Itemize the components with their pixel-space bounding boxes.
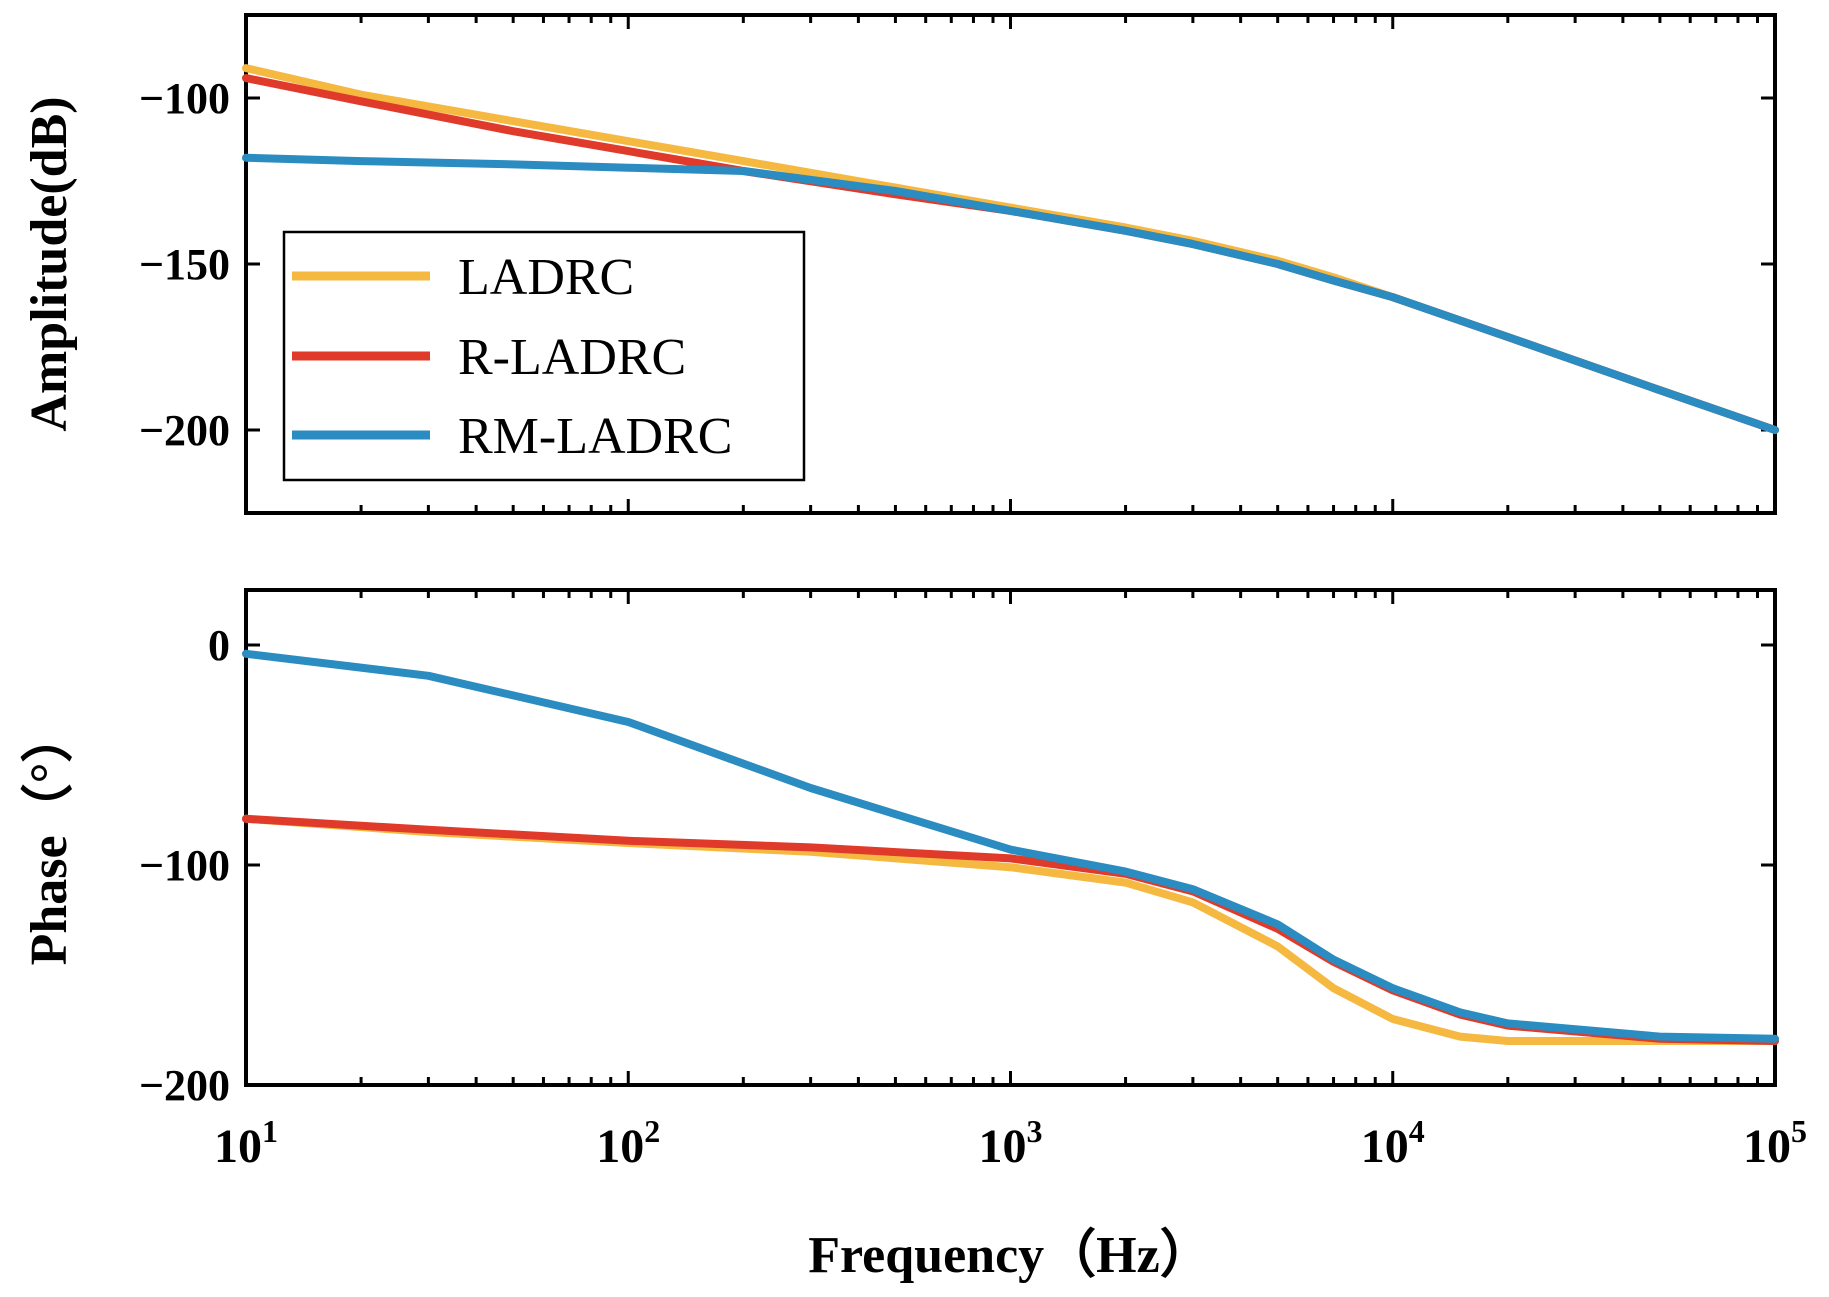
amplitude-y-axis-title: Amplitude(dB) [21, 96, 78, 431]
amplitude-x-ticks [244, 15, 1777, 513]
legend-label-rm-ladrc: RM-LADRC [458, 408, 732, 465]
x-tick-label: 105 [1743, 1113, 1807, 1173]
x-tick-label: 102 [596, 1113, 660, 1173]
x-axis-title: Frequency（Hz） [808, 1226, 1211, 1284]
phase-x-ticks [244, 590, 1777, 1085]
phase-y-axis-title: Phase（°） [20, 711, 78, 966]
amplitude-y-tick-label: −150 [139, 240, 230, 289]
legend: LADRC R-LADRC RM-LADRC [282, 230, 806, 482]
x-tick-labels: 101 102 103 104 105 [214, 1113, 1807, 1173]
phase-y-tick-label: 0 [208, 621, 230, 670]
x-tick-label: 103 [979, 1113, 1043, 1173]
phase-y-tick-label: −100 [139, 841, 230, 890]
amplitude-y-ticks: −100 −150 −200 [139, 74, 1775, 455]
amplitude-series-rm-ladrc [242, 153, 1779, 434]
amplitude-panel: −100 −150 −200 Amplitude(dB) LADRC R-LADRC… [21, 13, 1779, 515]
x-tick-label: 104 [1361, 1113, 1425, 1173]
legend-label-r-ladrc: R-LADRC [458, 329, 686, 386]
x-tick-label: 101 [214, 1113, 278, 1173]
amplitude-series [242, 64, 1779, 434]
phase-y-tick-label: −200 [139, 1061, 230, 1110]
phase-series [242, 649, 1779, 1045]
phase-y-ticks: 0 −100 −200 [139, 621, 1775, 1110]
phase-series-rm-ladrc [242, 649, 1779, 1043]
phase-panel: 0 −100 −200 Phase（°） 101 102 103 104 105 Frequ… [20, 588, 1807, 1284]
amplitude-y-tick-label: −100 [139, 74, 230, 123]
legend-label-ladrc: LADRC [458, 249, 634, 306]
amplitude-y-tick-label: −200 [139, 406, 230, 455]
